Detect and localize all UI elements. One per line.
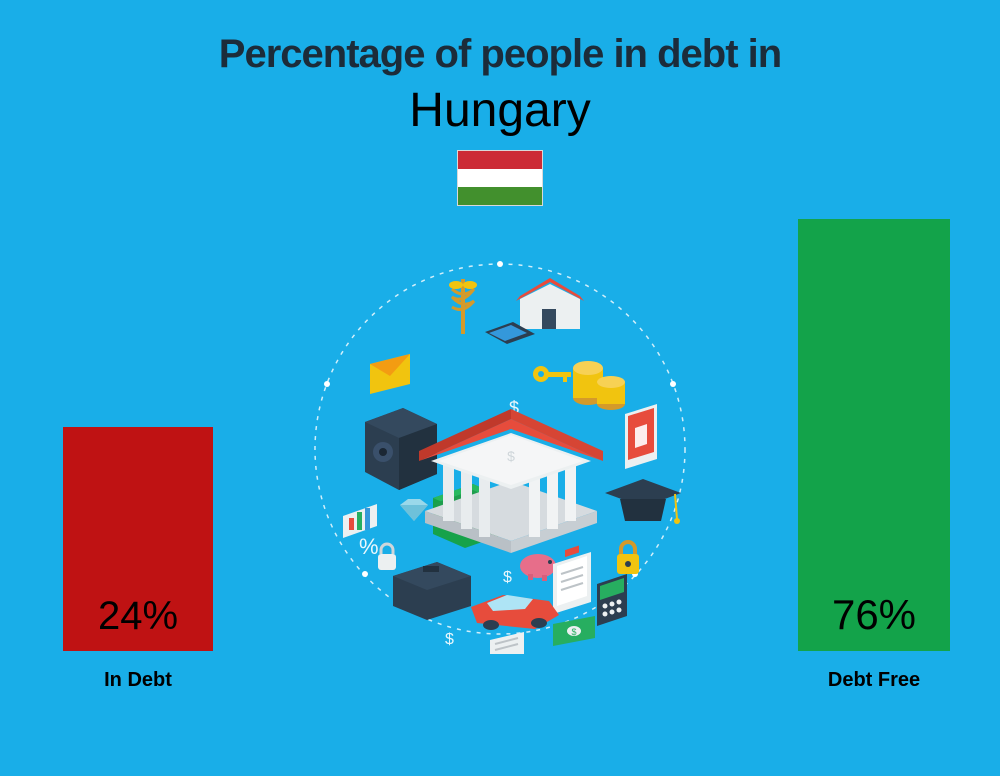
svg-text:%: % bbox=[359, 534, 379, 559]
hungary-flag-icon bbox=[457, 150, 543, 206]
bar-in-debt-value: 24% bbox=[98, 594, 178, 639]
svg-text:$: $ bbox=[445, 631, 454, 648]
flag-stripe-green bbox=[458, 187, 542, 205]
bar-in-debt-label: In Debt bbox=[104, 669, 172, 692]
svg-text:$: $ bbox=[507, 448, 515, 464]
finance-illustration: $ % % bbox=[295, 244, 705, 654]
chart-title: Percentage of people in debt in bbox=[0, 0, 1000, 77]
bar-in-debt-rect: 24% bbox=[63, 427, 213, 651]
bar-debt-free-value: 76% bbox=[832, 591, 916, 639]
svg-text:$: $ bbox=[503, 569, 512, 586]
flag-stripe-white bbox=[458, 169, 542, 187]
bar-debt-free-rect: 76% bbox=[798, 219, 950, 651]
flag-stripe-red bbox=[458, 151, 542, 169]
bar-in-debt: 24% In Debt bbox=[63, 427, 213, 692]
bar-debt-free-label: Debt Free bbox=[828, 669, 920, 692]
svg-text:$: $ bbox=[571, 627, 576, 637]
bar-debt-free: 76% Debt Free bbox=[798, 219, 950, 692]
chart-subtitle: Hungary bbox=[0, 83, 1000, 138]
